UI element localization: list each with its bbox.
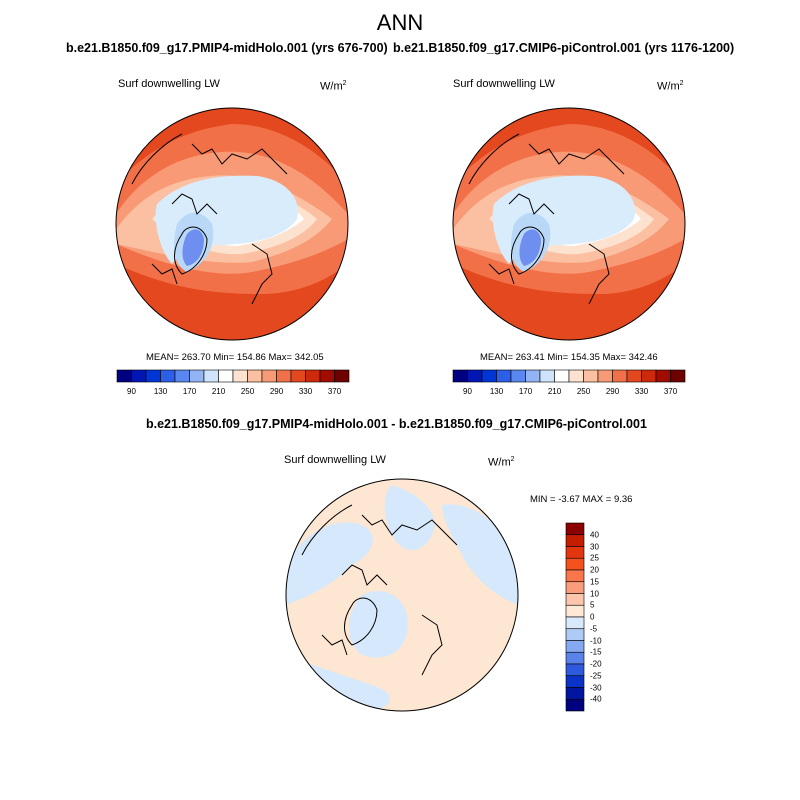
diff-variable-label: Surf downwelling LW: [284, 454, 386, 466]
colorbar-tick-label: 10: [590, 589, 599, 598]
colorbar-swatch: [565, 581, 585, 594]
colorbar-swatch: [565, 546, 585, 559]
colorbar-tick-label: 210: [211, 387, 226, 396]
colorbar-tick-label: 5: [590, 600, 595, 610]
panel2-colorbar: [452, 369, 686, 383]
colorbar-swatch: [232, 369, 248, 383]
panel1-stats: MEAN= 263.70 Min= 154.86 Max= 342.05: [146, 352, 324, 363]
colorbar-tick-label: 25: [590, 553, 599, 563]
diff-stats: MIN = -3.67 MAX = 9.36: [530, 494, 633, 505]
colorbar-tick-label: 210: [547, 387, 562, 396]
colorbar-tick-label: 90: [127, 387, 136, 396]
colorbar-swatch: [565, 651, 585, 665]
panel1-polar-map: [115, 107, 349, 341]
colorbar-swatch: [261, 369, 277, 383]
colorbar-swatch: [305, 369, 321, 383]
colorbar-swatch: [597, 369, 613, 383]
panel1-units: W/m2: [320, 80, 347, 93]
colorbar-swatch: [565, 522, 585, 536]
colorbar-swatch: [565, 628, 585, 641]
colorbar-swatch: [568, 369, 584, 383]
colorbar-tick-label: 130: [153, 387, 168, 396]
colorbar-swatch: [565, 534, 585, 547]
colorbar-swatch: [565, 640, 585, 653]
colorbar-swatch: [174, 369, 190, 383]
colorbar-swatch: [319, 369, 335, 383]
colorbar-tick-label: 290: [605, 387, 620, 396]
colorbar-tick-label: 130: [489, 387, 504, 396]
colorbar-swatch: [565, 593, 585, 606]
colorbar-swatch: [116, 369, 132, 383]
colorbar-swatch: [467, 369, 483, 383]
colorbar-swatch: [565, 663, 585, 677]
colorbar-tick-label: -5: [590, 624, 598, 634]
colorbar-tick-label: 290: [269, 387, 284, 396]
colorbar-tick-label: 170: [518, 387, 533, 396]
colorbar-tick-label: 170: [182, 387, 197, 396]
panel1-colorbar: [116, 369, 350, 383]
diff-units: W/m2: [488, 456, 515, 469]
colorbar-tick-label: -30: [590, 683, 602, 692]
colorbar-tick-label: 370: [663, 387, 678, 396]
colorbar-swatch: [655, 369, 671, 383]
colorbar-swatch: [481, 369, 497, 383]
colorbar-swatch: [565, 616, 585, 630]
colorbar-swatch: [189, 369, 205, 383]
panel1-variable-label: Surf downwelling LW: [118, 78, 220, 90]
colorbar-tick-label: -40: [590, 694, 602, 704]
colorbar-tick-label: -20: [590, 659, 602, 669]
colorbar-tick-label: 250: [240, 387, 255, 396]
colorbar-swatch: [565, 557, 585, 571]
colorbar-swatch: [565, 698, 585, 712]
colorbar-tick-label: 0: [590, 612, 595, 622]
panel2-units: W/m2: [657, 80, 684, 93]
colorbar-swatch: [583, 369, 599, 383]
colorbar-swatch: [565, 569, 585, 583]
colorbar-tick-label: 20: [590, 565, 599, 575]
colorbar-swatch: [565, 687, 585, 700]
colorbar-swatch: [160, 369, 176, 383]
colorbar-swatch: [334, 369, 350, 383]
diff-colorbar: [565, 522, 585, 712]
diff-title: b.e21.B1850.f09_g17.PMIP4-midHolo.001 - …: [146, 417, 647, 431]
page-title: ANN: [376, 10, 424, 35]
colorbar-tick-label: -15: [590, 647, 602, 657]
panel2-case-title: b.e21.B1850.f09_g17.CMIP6-piControl.001 …: [393, 41, 735, 55]
colorbar-swatch: [626, 369, 642, 383]
colorbar-swatch: [612, 369, 628, 383]
panel2-stats: MEAN= 263.41 Min= 154.35 Max= 342.46: [480, 352, 658, 363]
colorbar-swatch: [554, 369, 570, 383]
colorbar-swatch: [203, 369, 219, 383]
colorbar-tick-label: 370: [327, 387, 342, 396]
colorbar-swatch: [145, 369, 161, 383]
colorbar-swatch: [670, 369, 686, 383]
colorbar-tick-label: -25: [590, 671, 602, 681]
colorbar-swatch: [290, 369, 306, 383]
panel2-polar-map: [452, 107, 686, 341]
colorbar-swatch: [510, 369, 526, 383]
colorbar-tick-label: 330: [298, 387, 313, 396]
colorbar-swatch: [565, 675, 585, 688]
colorbar-swatch: [218, 369, 234, 383]
colorbar-swatch: [452, 369, 468, 383]
colorbar-tick-label: -10: [590, 636, 602, 645]
panel1-case-title: b.e21.B1850.f09_g17.PMIP4-midHolo.001 (y…: [66, 41, 388, 55]
colorbar-swatch: [496, 369, 512, 383]
colorbar-tick-label: 30: [590, 542, 599, 551]
colorbar-tick-label: 40: [590, 530, 599, 540]
colorbar-tick-label: 330: [634, 387, 649, 396]
diff-polar-map: [285, 478, 519, 712]
colorbar-swatch: [276, 369, 292, 383]
panel2-variable-label: Surf downwelling LW: [453, 78, 555, 90]
colorbar-swatch: [131, 369, 147, 383]
colorbar-swatch: [641, 369, 657, 383]
colorbar-tick-label: 250: [576, 387, 591, 396]
colorbar-swatch: [247, 369, 263, 383]
colorbar-swatch: [525, 369, 541, 383]
colorbar-tick-label: 90: [463, 387, 472, 396]
colorbar-swatch: [565, 604, 585, 618]
colorbar-tick-label: 15: [590, 577, 599, 587]
colorbar-swatch: [539, 369, 555, 383]
